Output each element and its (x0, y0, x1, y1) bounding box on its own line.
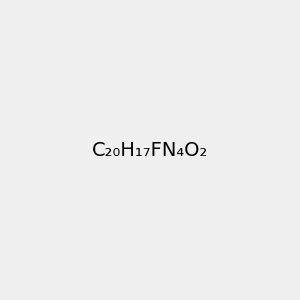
Text: C₂₀H₁₇FN₄O₂: C₂₀H₁₇FN₄O₂ (92, 140, 208, 160)
